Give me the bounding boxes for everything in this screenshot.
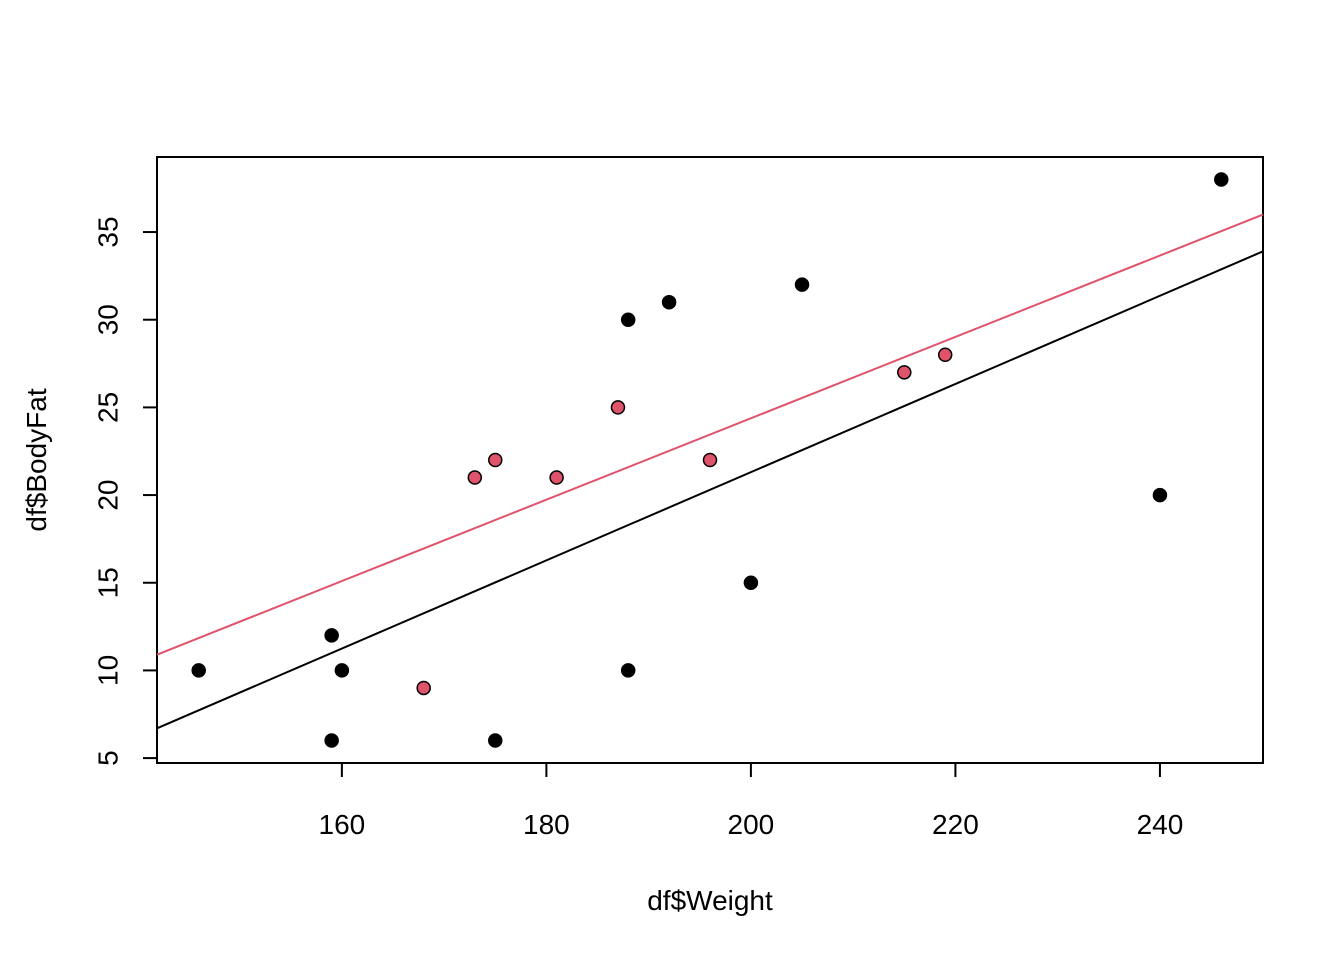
x-tick-label: 180 bbox=[523, 809, 570, 840]
data-point-group_a bbox=[663, 296, 676, 309]
y-tick-label: 30 bbox=[92, 304, 123, 335]
data-point-group_b bbox=[550, 471, 563, 484]
data-point-group_a bbox=[325, 734, 338, 747]
data-point-group_a bbox=[325, 629, 338, 642]
y-axis: 5 10 15 20 25 30 35 bbox=[92, 216, 157, 765]
data-point-group_a bbox=[622, 313, 635, 326]
data-point-group_b bbox=[611, 401, 624, 414]
y-axis-title: df$BodyFat bbox=[21, 388, 52, 531]
data-point-group_b bbox=[939, 348, 952, 361]
fit-black-line bbox=[157, 251, 1263, 728]
x-tick-label: 200 bbox=[728, 809, 775, 840]
regression-lines bbox=[157, 215, 1263, 729]
y-tick-label: 10 bbox=[92, 655, 123, 686]
data-point-group_a bbox=[335, 664, 348, 677]
y-tick-label: 20 bbox=[92, 479, 123, 510]
data-point-group_b bbox=[417, 681, 430, 694]
data-point-group_a bbox=[1153, 489, 1166, 502]
data-point-group_a bbox=[489, 734, 502, 747]
data-point-group_a bbox=[192, 664, 205, 677]
data-points bbox=[192, 173, 1228, 747]
x-tick-label: 160 bbox=[319, 809, 366, 840]
x-tick-label: 240 bbox=[1137, 809, 1184, 840]
y-tick-label: 35 bbox=[92, 216, 123, 247]
x-axis: 160 180 200 220 240 bbox=[319, 763, 1184, 840]
data-point-group_b bbox=[898, 366, 911, 379]
x-axis-title: df$Weight bbox=[647, 885, 773, 916]
data-point-group_b bbox=[704, 454, 717, 467]
data-point-group_a bbox=[1215, 173, 1228, 186]
y-tick-label: 5 bbox=[92, 750, 123, 766]
data-point-group_b bbox=[468, 471, 481, 484]
data-point-group_a bbox=[622, 664, 635, 677]
x-tick-label: 220 bbox=[932, 809, 979, 840]
fit-red-line bbox=[157, 215, 1263, 655]
data-point-group_a bbox=[744, 576, 757, 589]
y-tick-label: 15 bbox=[92, 567, 123, 598]
y-tick-label: 25 bbox=[92, 392, 123, 423]
data-point-group_b bbox=[489, 454, 502, 467]
data-point-group_a bbox=[796, 278, 809, 291]
